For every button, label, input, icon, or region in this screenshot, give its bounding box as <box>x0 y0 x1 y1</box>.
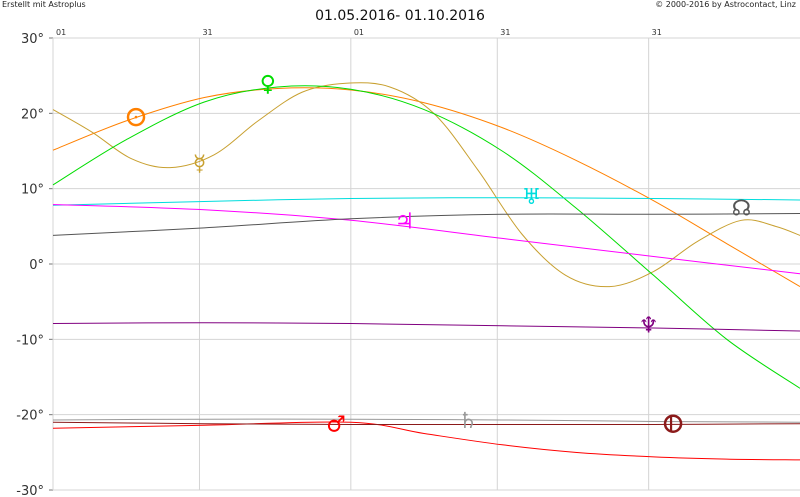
mercury-glyph-icon: ☿ <box>193 151 207 176</box>
series-line-sun <box>52 87 800 288</box>
series-line-uranus <box>52 197 800 206</box>
venus-glyph-icon: ♀ <box>260 72 276 97</box>
x-tick-label: 31 <box>202 28 212 37</box>
chart-title: 01.05.2016- 01.10.2016 <box>315 8 485 24</box>
x-tick-label: 31 <box>500 28 510 37</box>
series-line-venus <box>52 85 800 389</box>
y-tick-label: -10° <box>16 333 44 348</box>
y-tick-label: 10° <box>21 183 44 198</box>
sun-glyph-dot-icon <box>134 115 138 119</box>
creator-credit: Erstellt mit Astroplus <box>2 0 86 9</box>
copyright-credit: © 2000-2016 by Astrocontact, Linz <box>655 0 796 9</box>
series-line-neptune <box>52 322 800 332</box>
y-tick-label: 20° <box>21 107 44 122</box>
series-line-node <box>52 213 800 236</box>
x-tick-label: 31 <box>652 28 662 37</box>
y-tick-label: 30° <box>21 32 44 47</box>
series-line-mars <box>52 421 800 461</box>
uranus-glyph-icon: ♅ <box>522 185 542 210</box>
saturn-glyph-icon: ♄ <box>458 409 478 434</box>
sun-glyph-icon <box>126 107 146 127</box>
y-tick-label: -30° <box>16 484 44 497</box>
y-tick-label: -20° <box>16 409 44 424</box>
pluto-glyph-icon <box>663 414 683 433</box>
series-line-pluto <box>52 421 800 426</box>
series-line-saturn <box>52 418 800 423</box>
y-tick-label: 0° <box>29 258 44 273</box>
x-tick-label: 01 <box>56 28 66 37</box>
series-line-jupiter <box>52 203 800 275</box>
jupiter-glyph-icon: ♃ <box>395 209 415 234</box>
neptune-glyph-icon: ♆ <box>639 313 659 338</box>
mars-glyph-icon: ♂ <box>326 413 346 438</box>
x-tick-label: 01 <box>354 28 364 37</box>
node-glyph-icon: ☊ <box>732 197 752 222</box>
